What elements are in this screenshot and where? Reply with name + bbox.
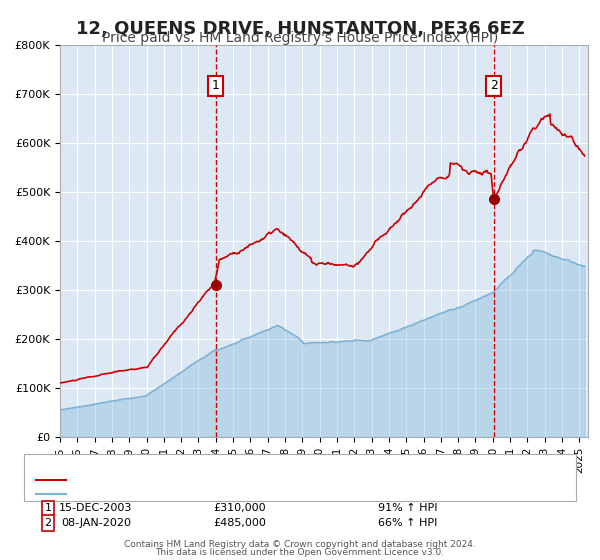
- Text: 1: 1: [212, 80, 220, 92]
- Text: Price paid vs. HM Land Registry's House Price Index (HPI): Price paid vs. HM Land Registry's House …: [102, 31, 498, 45]
- Text: 12, QUEENS DRIVE, HUNSTANTON, PE36 6EZ: 12, QUEENS DRIVE, HUNSTANTON, PE36 6EZ: [76, 20, 524, 38]
- Text: 1: 1: [44, 503, 52, 514]
- Text: 2: 2: [490, 80, 497, 92]
- Text: 91% ↑ HPI: 91% ↑ HPI: [378, 503, 438, 514]
- Text: Contains HM Land Registry data © Crown copyright and database right 2024.: Contains HM Land Registry data © Crown c…: [124, 540, 476, 549]
- Text: 12, QUEENS DRIVE, HUNSTANTON, PE36 6EZ (detached house): 12, QUEENS DRIVE, HUNSTANTON, PE36 6EZ (…: [69, 475, 397, 486]
- Text: £485,000: £485,000: [214, 518, 266, 528]
- Text: 66% ↑ HPI: 66% ↑ HPI: [379, 518, 437, 528]
- Text: 2: 2: [44, 518, 52, 528]
- Text: 15-DEC-2003: 15-DEC-2003: [59, 503, 133, 514]
- Text: £310,000: £310,000: [214, 503, 266, 514]
- Text: This data is licensed under the Open Government Licence v3.0.: This data is licensed under the Open Gov…: [155, 548, 445, 557]
- Text: HPI: Average price, detached house, King's Lynn and West Norfolk: HPI: Average price, detached house, King…: [69, 489, 413, 499]
- Text: 08-JAN-2020: 08-JAN-2020: [61, 518, 131, 528]
